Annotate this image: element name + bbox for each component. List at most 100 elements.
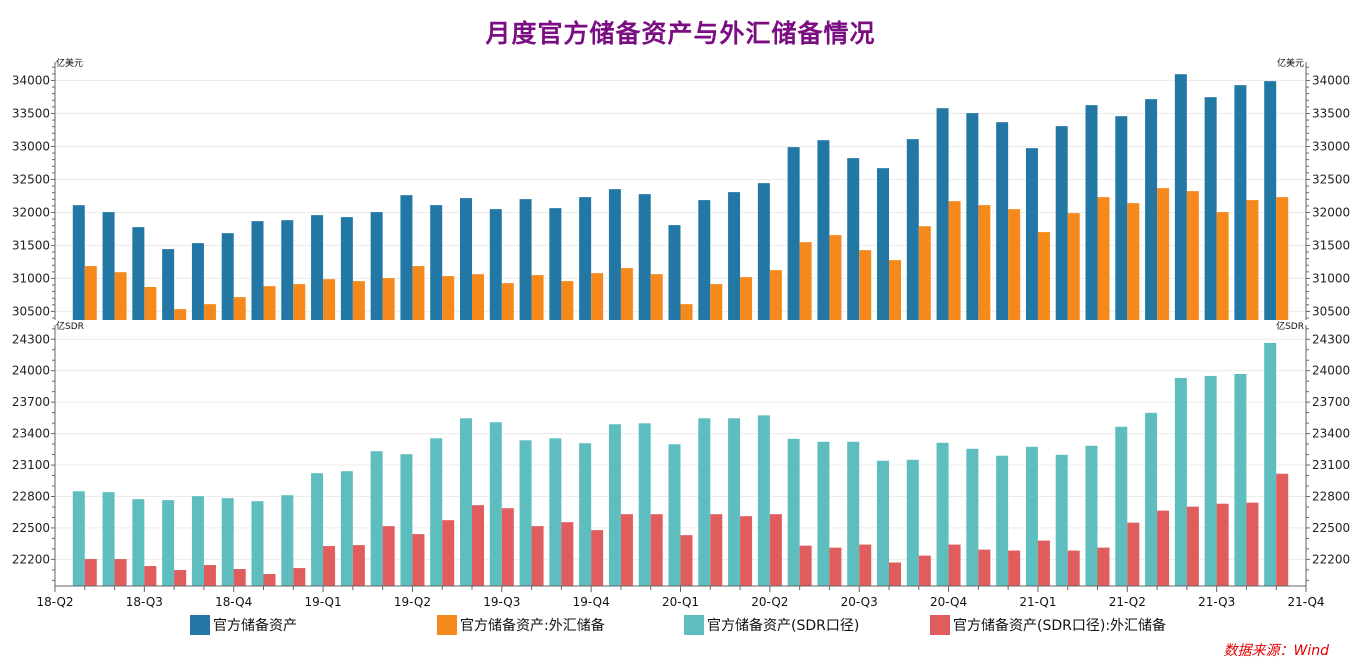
bar-top-series-1[interactable] bbox=[1127, 203, 1140, 320]
bar-top-series-1[interactable] bbox=[352, 281, 365, 320]
bar-bottom-series-1[interactable] bbox=[889, 562, 901, 586]
bar-top-series-0[interactable] bbox=[1115, 116, 1128, 320]
bar-bottom-series-0[interactable] bbox=[1025, 446, 1038, 586]
bar-bottom-series-1[interactable] bbox=[829, 547, 842, 586]
bar-top-series-1[interactable] bbox=[233, 297, 246, 320]
bar-top-series-0[interactable] bbox=[1204, 97, 1217, 320]
bar-top-series-1[interactable] bbox=[650, 274, 663, 320]
bar-bottom-series-1[interactable] bbox=[1186, 506, 1199, 586]
bar-bottom-series-0[interactable] bbox=[1234, 373, 1247, 586]
bar-bottom-series-0[interactable] bbox=[1145, 412, 1158, 586]
bar-bottom-series-0[interactable] bbox=[728, 418, 741, 586]
bar-top-series-1[interactable] bbox=[769, 270, 782, 320]
bar-top-series-1[interactable] bbox=[591, 273, 604, 320]
bar-bottom-series-1[interactable] bbox=[710, 514, 723, 586]
bar-bottom-series-0[interactable] bbox=[340, 471, 353, 586]
bar-bottom-series-1[interactable] bbox=[233, 569, 246, 586]
bar-top-series-0[interactable] bbox=[638, 194, 651, 320]
bar-bottom-series-1[interactable] bbox=[620, 514, 633, 586]
bar-bottom-series-1[interactable] bbox=[1127, 522, 1140, 586]
bar-top-series-1[interactable] bbox=[1097, 197, 1110, 320]
bar-bottom-series-0[interactable] bbox=[1085, 445, 1098, 586]
bar-bottom-series-0[interactable] bbox=[281, 495, 294, 586]
bar-bottom-series-1[interactable] bbox=[352, 545, 365, 586]
bar-top-series-0[interactable] bbox=[400, 195, 413, 320]
bar-top-series-0[interactable] bbox=[489, 209, 502, 320]
bar-top-series-0[interactable] bbox=[281, 220, 294, 320]
bar-top-series-0[interactable] bbox=[698, 200, 711, 320]
bar-top-series-1[interactable] bbox=[740, 277, 753, 320]
legend-item-fx-reserves-sdr[interactable]: 官方储备资产(SDR口径):外汇储备 bbox=[930, 615, 1166, 635]
bar-top-series-0[interactable] bbox=[370, 212, 383, 320]
bar-bottom-series-0[interactable] bbox=[1204, 375, 1217, 586]
bar-bottom-series-0[interactable] bbox=[668, 444, 681, 586]
bar-bottom-series-1[interactable] bbox=[174, 570, 187, 586]
bar-top-series-0[interactable] bbox=[817, 140, 830, 320]
bar-bottom-series-1[interactable] bbox=[472, 505, 484, 586]
bar-bottom-series-1[interactable] bbox=[1037, 540, 1050, 586]
bar-top-series-0[interactable] bbox=[519, 199, 532, 320]
bar-top-series-0[interactable] bbox=[162, 249, 175, 320]
legend-item-reserve-assets[interactable]: 官方储备资产 bbox=[190, 615, 297, 635]
bar-bottom-series-1[interactable] bbox=[561, 522, 574, 586]
bar-top-series-1[interactable] bbox=[84, 266, 97, 320]
bar-top-series-1[interactable] bbox=[114, 272, 127, 320]
bar-bottom-series-1[interactable] bbox=[978, 549, 991, 586]
bar-bottom-series-0[interactable] bbox=[400, 454, 413, 586]
bar-top-series-1[interactable] bbox=[323, 279, 336, 320]
bar-bottom-series-0[interactable] bbox=[996, 455, 1009, 586]
bar-bottom-series-1[interactable] bbox=[1157, 510, 1170, 586]
legend-item-reserve-assets-sdr[interactable]: 官方储备资产(SDR口径) bbox=[684, 615, 859, 635]
bar-bottom-series-0[interactable] bbox=[847, 441, 860, 586]
bar-top-series-0[interactable] bbox=[221, 233, 234, 320]
bar-bottom-series-1[interactable] bbox=[948, 544, 961, 586]
bar-bottom-series-1[interactable] bbox=[323, 546, 336, 586]
bar-bottom-series-1[interactable] bbox=[680, 535, 693, 586]
bar-top-series-0[interactable] bbox=[460, 198, 472, 320]
bar-bottom-series-0[interactable] bbox=[72, 491, 85, 586]
bar-bottom-series-0[interactable] bbox=[1115, 426, 1128, 586]
bar-top-series-1[interactable] bbox=[1037, 232, 1050, 320]
bar-bottom-series-0[interactable] bbox=[757, 415, 770, 586]
bar-bottom-series-0[interactable] bbox=[1174, 377, 1187, 586]
bar-top-series-1[interactable] bbox=[174, 309, 187, 320]
bar-top-series-1[interactable] bbox=[561, 281, 574, 320]
bar-top-series-1[interactable] bbox=[1246, 200, 1259, 320]
bar-bottom-series-0[interactable] bbox=[519, 440, 532, 586]
bar-bottom-series-1[interactable] bbox=[531, 526, 544, 586]
bar-bottom-series-0[interactable] bbox=[817, 441, 830, 586]
bar-top-series-0[interactable] bbox=[906, 139, 919, 320]
bar-bottom-series-0[interactable] bbox=[698, 418, 711, 586]
bar-top-series-1[interactable] bbox=[978, 205, 991, 320]
bar-top-series-1[interactable] bbox=[1186, 191, 1199, 320]
bar-top-series-1[interactable] bbox=[889, 260, 901, 320]
bar-bottom-series-0[interactable] bbox=[1264, 342, 1277, 586]
bar-top-series-0[interactable] bbox=[847, 158, 860, 320]
bar-top-series-0[interactable] bbox=[1234, 85, 1247, 320]
bar-bottom-series-0[interactable] bbox=[430, 438, 443, 586]
bar-bottom-series-0[interactable] bbox=[936, 442, 949, 586]
bar-top-series-0[interactable] bbox=[549, 208, 562, 320]
bar-bottom-series-0[interactable] bbox=[549, 438, 562, 586]
bar-top-series-0[interactable] bbox=[1174, 74, 1187, 321]
bar-bottom-series-1[interactable] bbox=[293, 568, 306, 586]
bar-top-series-1[interactable] bbox=[829, 235, 842, 320]
bar-top-series-1[interactable] bbox=[859, 250, 872, 320]
bar-bottom-series-1[interactable] bbox=[1216, 503, 1229, 586]
bar-top-series-0[interactable] bbox=[1145, 99, 1158, 321]
bar-bottom-series-0[interactable] bbox=[638, 423, 651, 586]
bar-bottom-series-0[interactable] bbox=[132, 499, 145, 586]
bar-bottom-series-1[interactable] bbox=[84, 559, 97, 586]
bar-top-series-1[interactable] bbox=[144, 287, 157, 320]
bar-top-series-1[interactable] bbox=[1157, 188, 1170, 320]
bar-top-series-1[interactable] bbox=[382, 278, 395, 320]
bar-bottom-series-1[interactable] bbox=[650, 514, 663, 586]
bar-top-series-1[interactable] bbox=[680, 304, 693, 320]
bar-bottom-series-0[interactable] bbox=[311, 473, 324, 586]
bar-bottom-series-1[interactable] bbox=[1008, 550, 1021, 586]
bar-top-series-1[interactable] bbox=[918, 226, 931, 320]
bar-top-series-0[interactable] bbox=[728, 192, 741, 320]
bar-bottom-series-0[interactable] bbox=[162, 500, 175, 586]
bar-top-series-1[interactable] bbox=[1008, 209, 1021, 320]
bar-top-series-1[interactable] bbox=[1276, 197, 1289, 320]
